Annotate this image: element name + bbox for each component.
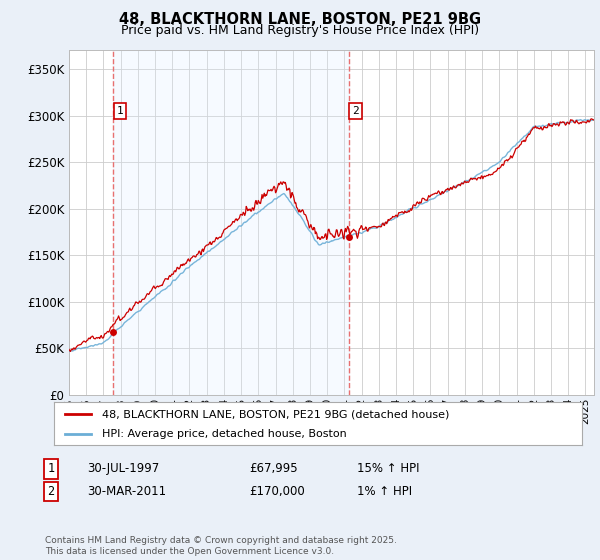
Text: £67,995: £67,995 xyxy=(249,462,298,475)
Text: 2: 2 xyxy=(47,485,55,498)
Text: 30-MAR-2011: 30-MAR-2011 xyxy=(87,485,166,498)
Bar xyxy=(113,50,349,395)
Text: 15% ↑ HPI: 15% ↑ HPI xyxy=(357,462,419,475)
Text: 1% ↑ HPI: 1% ↑ HPI xyxy=(357,485,412,498)
Text: 30-JUL-1997: 30-JUL-1997 xyxy=(87,462,159,475)
Text: HPI: Average price, detached house, Boston: HPI: Average price, detached house, Bost… xyxy=(101,430,346,440)
Text: 1: 1 xyxy=(117,106,124,116)
Text: 1: 1 xyxy=(47,462,55,475)
Text: Contains HM Land Registry data © Crown copyright and database right 2025.
This d: Contains HM Land Registry data © Crown c… xyxy=(45,536,397,556)
Text: 2: 2 xyxy=(352,106,359,116)
Text: 48, BLACKTHORN LANE, BOSTON, PE21 9BG: 48, BLACKTHORN LANE, BOSTON, PE21 9BG xyxy=(119,12,481,27)
Text: 48, BLACKTHORN LANE, BOSTON, PE21 9BG (detached house): 48, BLACKTHORN LANE, BOSTON, PE21 9BG (d… xyxy=(101,409,449,419)
Text: £170,000: £170,000 xyxy=(249,485,305,498)
Text: Price paid vs. HM Land Registry's House Price Index (HPI): Price paid vs. HM Land Registry's House … xyxy=(121,24,479,36)
